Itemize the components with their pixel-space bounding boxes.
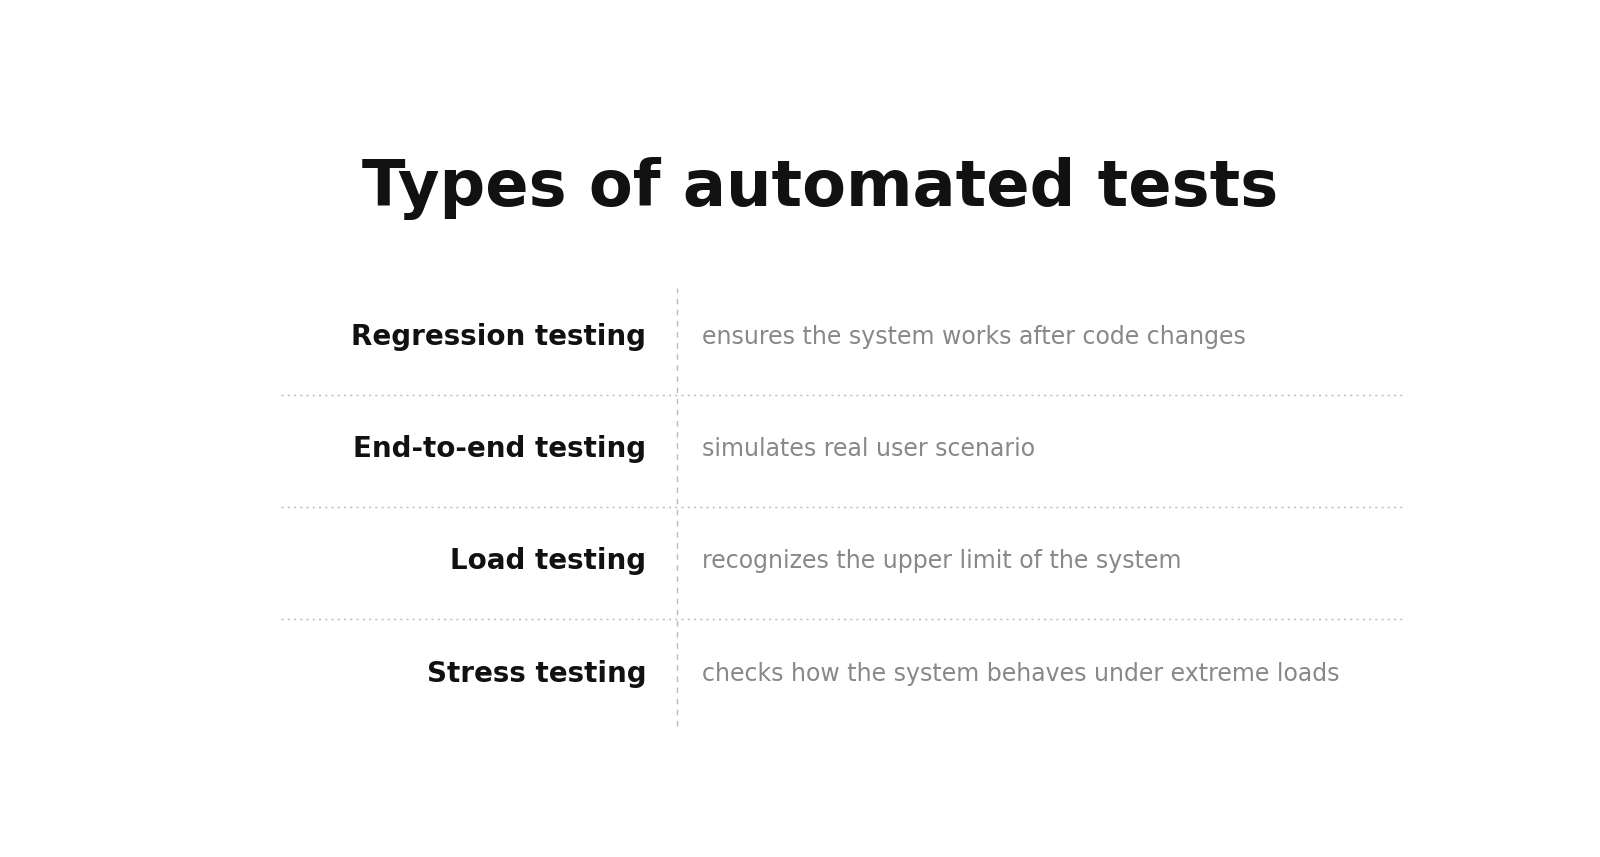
Text: simulates real user scenario: simulates real user scenario [702, 437, 1035, 461]
Text: recognizes the upper limit of the system: recognizes the upper limit of the system [702, 549, 1182, 573]
Text: Load testing: Load testing [450, 548, 646, 575]
Text: End-to-end testing: End-to-end testing [354, 435, 646, 464]
Text: Types of automated tests: Types of automated tests [362, 157, 1278, 220]
Text: Regression testing: Regression testing [352, 323, 646, 351]
Text: checks how the system behaves under extreme loads: checks how the system behaves under extr… [702, 662, 1339, 686]
Text: Stress testing: Stress testing [427, 660, 646, 687]
Text: ensures the system works after code changes: ensures the system works after code chan… [702, 325, 1246, 349]
